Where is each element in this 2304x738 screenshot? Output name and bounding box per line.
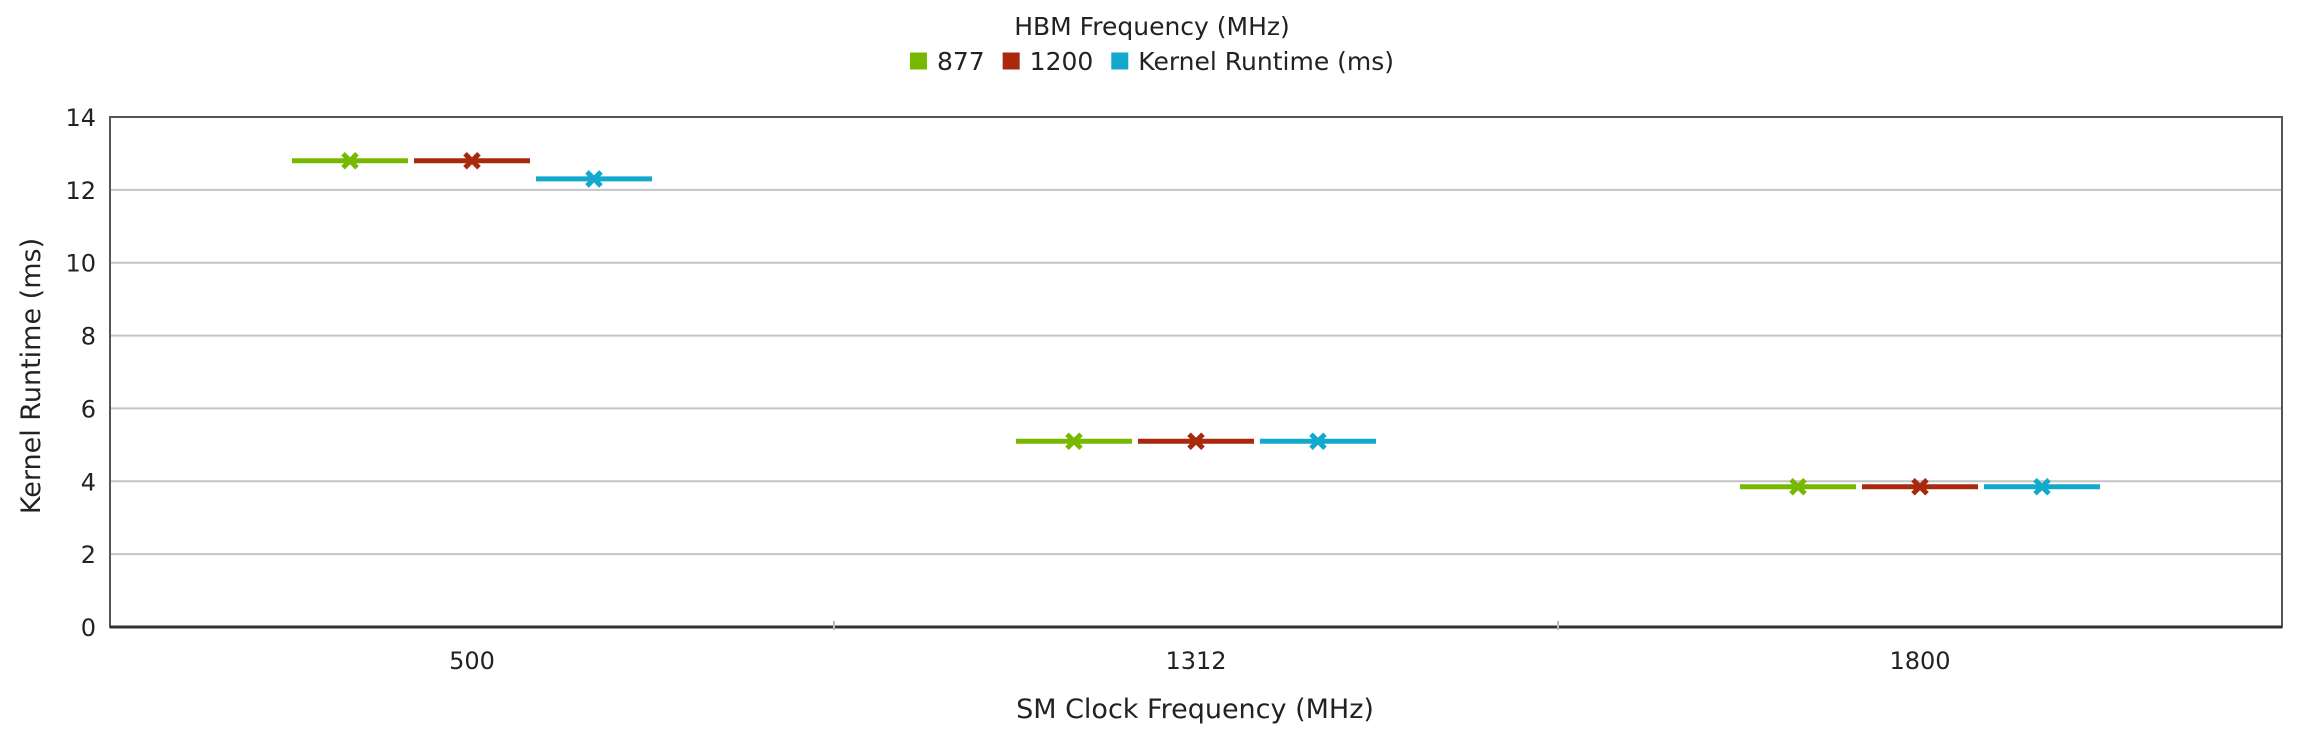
y-tick-label: 0: [81, 614, 96, 642]
data-point: [1138, 432, 1254, 450]
data-point: [536, 170, 652, 188]
legend-swatch: [1111, 52, 1129, 70]
legend-label: 1200: [1030, 47, 1094, 76]
data-marker-stroke: [2033, 477, 2051, 496]
x-axis-label: SM Clock Frequency (MHz): [1016, 694, 1374, 725]
plot-area: 0 2 4 6 8 10 12 14 500 1312 1800: [65, 104, 2283, 675]
y-tick-label: 10: [65, 250, 96, 278]
y-tick-label: 8: [81, 323, 96, 351]
data-point: [1016, 432, 1132, 450]
series-0: [292, 151, 1856, 496]
legend-swatch: [1002, 52, 1020, 70]
legend-label: Kernel Runtime (ms): [1138, 47, 1394, 76]
legend-swatch: [909, 52, 927, 70]
data-point: [1740, 477, 1856, 496]
data-point: [1260, 432, 1376, 450]
series-1: [414, 151, 1978, 496]
x-tick-label: 500: [449, 647, 495, 675]
legend-item-2: Kernel Runtime (ms): [1111, 47, 1394, 76]
data-marker-stroke: [1789, 477, 1807, 496]
data-point: [292, 151, 408, 170]
data-marker-stroke: [1309, 432, 1327, 450]
data-marker-stroke: [1187, 432, 1205, 450]
legend: 877 1200 Kernel Runtime (ms): [909, 47, 1394, 76]
legend-item-0: 877: [909, 47, 985, 76]
data-point: [1862, 477, 1978, 496]
series-2: [536, 170, 2100, 496]
data-marker-stroke: [585, 170, 603, 188]
data-marker-stroke: [1911, 477, 1929, 496]
data-point: [414, 151, 530, 170]
y-tick-label: 6: [81, 395, 96, 423]
legend-item-1: 1200: [1002, 47, 1094, 76]
data-marker-stroke: [341, 151, 359, 170]
data-point: [1984, 477, 2100, 496]
legend-label: 877: [937, 47, 985, 76]
x-tick-label: 1312: [1165, 647, 1226, 675]
y-axis-label: Kernel Runtime (ms): [16, 238, 47, 514]
data-marker-stroke: [463, 151, 481, 170]
y-tick-label: 14: [65, 104, 96, 132]
y-tick-label: 2: [81, 541, 96, 569]
x-tick-label: 1800: [1889, 647, 1950, 675]
plot-border: [109, 116, 2283, 628]
y-tick-label: 4: [81, 468, 96, 496]
legend-title: HBM Frequency (MHz): [1014, 12, 1290, 41]
y-tick-label: 12: [65, 177, 96, 205]
data-marker-stroke: [1065, 432, 1083, 450]
